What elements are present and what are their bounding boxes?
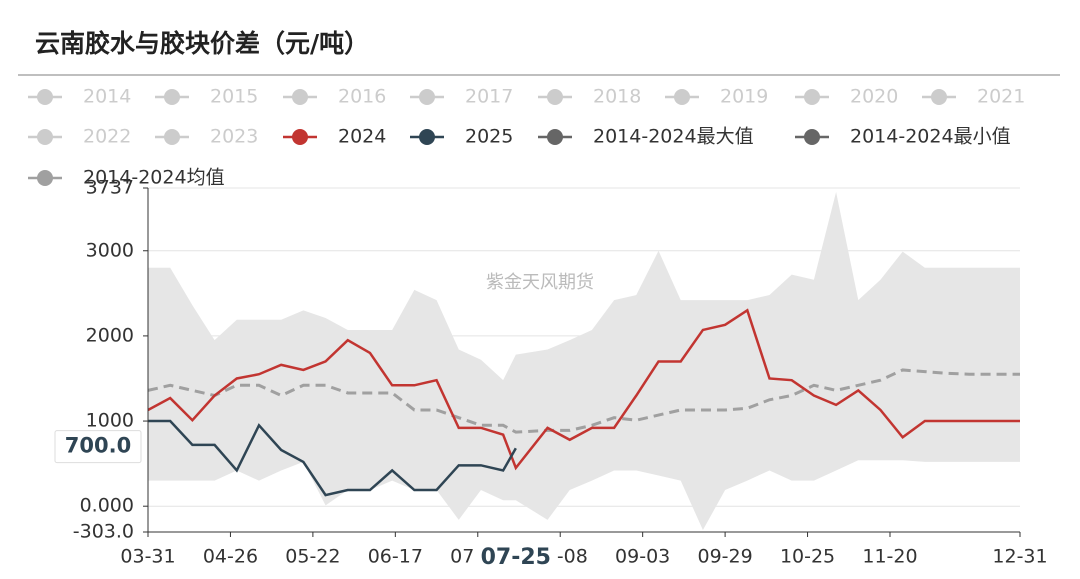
- legend-icon-dot: [674, 89, 690, 105]
- range-band: [148, 192, 1020, 531]
- legend-label: 2014: [83, 86, 131, 108]
- x-tick-label: 11-20: [862, 546, 917, 568]
- legend-label: 2022: [83, 126, 131, 148]
- legend-label: 2018: [593, 86, 641, 108]
- x-tick-label: 06-17: [368, 546, 423, 568]
- legend-label: 2014-2024最大值: [593, 126, 754, 148]
- legend-icon-dot: [37, 170, 53, 186]
- x-tick-label: 04-26: [203, 546, 258, 568]
- legend-icon-dot: [804, 89, 820, 105]
- x-tick-label: 05-22: [285, 546, 340, 568]
- x-tick-label: 12-31: [992, 546, 1047, 568]
- legend-label: 2014-2024均值: [83, 167, 225, 189]
- y-tick-label: -303.0: [73, 521, 134, 543]
- legend-icon-dot: [37, 89, 53, 105]
- legend-icon-dot: [292, 129, 308, 145]
- legend-icon-dot: [37, 129, 53, 145]
- pointer-x-label: 07-25: [481, 545, 551, 570]
- x-tick-label: 09-29: [697, 546, 752, 568]
- y-tick-label: 3000: [86, 239, 134, 261]
- y-tick-label: 1000: [86, 410, 134, 432]
- x-tick-label: 10-25: [780, 546, 835, 568]
- legend-icon-dot: [547, 89, 563, 105]
- legend-icon-dot: [292, 89, 308, 105]
- legend-label: 2015: [210, 86, 258, 108]
- legend-label: 2025: [465, 126, 513, 148]
- legend-icon-dot: [547, 129, 563, 145]
- legend-icon-dot: [419, 89, 435, 105]
- pointer-y-box: [54, 430, 142, 464]
- pointer-x-box: [473, 542, 558, 574]
- x-tick-label: 03-31: [120, 546, 175, 568]
- watermark: 紫金天风期货: [486, 272, 594, 293]
- legend-icon-dot: [419, 129, 435, 145]
- x-tick-label: 09-03: [615, 546, 670, 568]
- pointer-y-label: 700.0: [65, 434, 131, 458]
- legend-icon-dot: [804, 129, 820, 145]
- y-tick-label: 0.000: [80, 495, 134, 517]
- series-line: [147, 308, 1020, 471]
- chart-title: 云南胶水与胶块价差（元/吨）: [35, 29, 369, 58]
- y-tick-label: 3737: [86, 177, 134, 199]
- legend-label: 2023: [210, 126, 258, 148]
- legend-label: 2020: [850, 86, 898, 108]
- legend-label: 2016: [338, 86, 386, 108]
- legend-label: 2017: [465, 86, 513, 108]
- legend-label: 2024: [338, 126, 386, 148]
- legend-icon-dot: [931, 89, 947, 105]
- legend-label: 2021: [977, 86, 1025, 108]
- legend-icon-dot: [164, 89, 180, 105]
- series-line: [147, 368, 1020, 434]
- legend-label: 2014-2024最小值: [850, 126, 1011, 148]
- legend-label: 2019: [720, 86, 768, 108]
- legend-icon-dot: [164, 129, 180, 145]
- y-tick-label: 2000: [86, 324, 134, 346]
- series-line: [148, 419, 517, 497]
